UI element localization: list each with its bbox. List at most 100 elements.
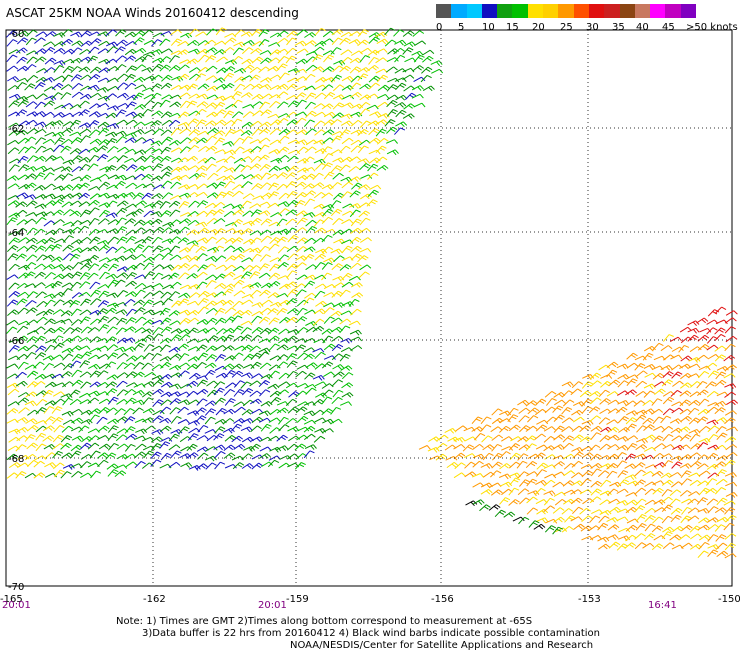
wind-barb	[359, 101, 371, 109]
wind-barb	[616, 363, 629, 370]
wind-barb	[18, 120, 31, 127]
wind-barb	[186, 443, 198, 452]
wind-barb	[242, 39, 255, 46]
wind-barb	[69, 299, 81, 308]
wind-barb	[697, 507, 710, 514]
wind-barb	[52, 335, 64, 344]
wind-barb	[544, 390, 557, 398]
legend-swatch	[680, 4, 697, 18]
wind-barb	[170, 415, 182, 424]
wind-barb	[187, 144, 200, 153]
wind-barb	[276, 236, 288, 244]
wind-barb	[223, 72, 235, 81]
wind-barb	[251, 128, 263, 137]
wind-barb	[206, 85, 219, 92]
map-title: ASCAT 25KM NOAA Winds 20160412 descendin…	[6, 6, 299, 20]
wind-barb	[313, 237, 326, 244]
wind-barb	[269, 355, 282, 361]
wind-barb	[34, 111, 47, 117]
wind-barb	[133, 92, 144, 101]
wind-barb	[195, 463, 208, 470]
wind-barb	[517, 399, 530, 406]
wind-barb	[179, 284, 192, 290]
wind-barb	[123, 346, 136, 353]
wind-barb	[7, 147, 20, 155]
wind-barb	[303, 156, 315, 164]
wind-barb	[142, 319, 155, 326]
wind-barb	[322, 129, 335, 136]
wind-barb	[107, 396, 119, 405]
legend-swatch	[466, 4, 483, 18]
wind-barb	[436, 434, 449, 441]
wind-barb	[251, 183, 263, 191]
wind-barb	[276, 83, 289, 90]
wind-barb	[635, 390, 648, 397]
wind-barb	[534, 433, 546, 440]
wind-barb	[651, 408, 664, 415]
wind-barb	[561, 417, 574, 424]
wind-barb	[206, 435, 219, 442]
wind-barb	[296, 29, 308, 36]
wind-barb	[597, 536, 610, 543]
wind-barb	[644, 434, 656, 441]
wind-barb	[251, 326, 264, 334]
wind-barb	[78, 345, 91, 351]
wind-barb	[250, 425, 262, 433]
wind-barb	[536, 508, 549, 515]
wind-barb	[26, 56, 38, 64]
wind-barb	[142, 138, 155, 144]
wind-barb	[240, 156, 253, 162]
wind-barb	[231, 111, 244, 119]
wind-barb	[204, 416, 216, 425]
wind-barb	[518, 444, 531, 451]
legend-swatch	[588, 4, 605, 18]
wind-barb	[404, 57, 417, 63]
wind-barb	[35, 217, 47, 225]
wind-barb	[351, 50, 363, 56]
wind-barb	[276, 37, 289, 45]
wind-barb	[133, 362, 145, 370]
wind-barb	[233, 41, 246, 48]
wind-barb	[106, 77, 119, 83]
wind-barb	[598, 389, 610, 398]
wind-barb	[106, 344, 119, 351]
wind-barb	[187, 210, 200, 217]
wind-barb	[241, 388, 254, 396]
wind-barb	[114, 174, 127, 181]
wind-barb	[15, 380, 28, 387]
wind-barb	[152, 399, 164, 407]
legend-label: 15	[506, 22, 519, 33]
wind-barb	[125, 371, 138, 379]
wind-barb	[350, 245, 362, 253]
wind-barb	[152, 264, 165, 271]
wind-barb	[561, 406, 573, 415]
wind-barb	[349, 156, 361, 163]
wind-barb	[180, 462, 193, 468]
wind-barb	[196, 344, 208, 352]
wind-barb	[660, 364, 673, 371]
wind-barb	[321, 146, 333, 155]
wind-barb	[105, 58, 118, 65]
wind-barb	[160, 165, 173, 172]
wind-barb	[105, 336, 118, 344]
wind-barb	[114, 255, 127, 262]
wind-barb	[116, 236, 128, 245]
wind-barb	[359, 247, 372, 253]
wind-barb	[634, 533, 646, 540]
wind-barb	[6, 244, 19, 253]
wind-barb	[17, 307, 29, 315]
wind-barb	[724, 553, 737, 559]
wind-barb	[413, 54, 425, 63]
wind-barb	[79, 135, 91, 144]
wind-barb	[251, 373, 263, 379]
wind-barb	[534, 398, 547, 406]
wind-barb	[241, 47, 254, 55]
wind-barb	[331, 343, 344, 352]
wind-barb	[570, 497, 583, 505]
wind-barb	[61, 425, 74, 433]
wind-barb	[598, 543, 610, 550]
wind-barb	[159, 356, 172, 362]
wind-barb	[150, 120, 162, 127]
wind-barb	[482, 452, 494, 461]
wind-barb	[107, 279, 119, 288]
